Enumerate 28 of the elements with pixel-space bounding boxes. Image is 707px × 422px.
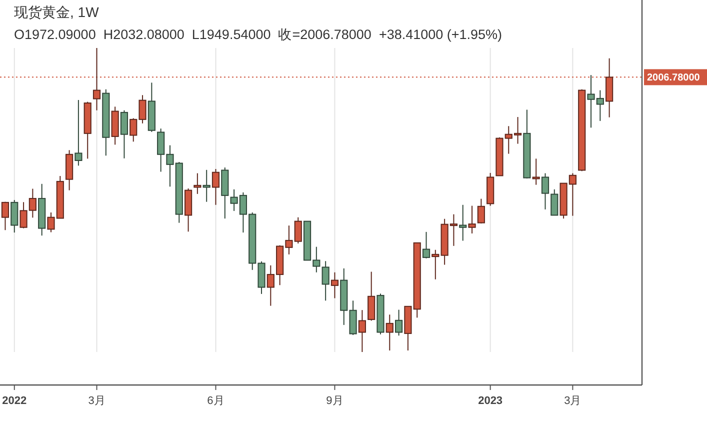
candlestick (194, 172, 202, 194)
x-tick-label: 9月 (326, 395, 344, 407)
candlestick (395, 309, 403, 336)
x-tick-label: 6月 (207, 395, 224, 407)
candlestick (468, 205, 476, 234)
candlestick (322, 260, 330, 302)
candlestick (358, 310, 366, 352)
candlestick (10, 200, 18, 234)
x-tick-label: 3月 (88, 395, 106, 407)
x-tick-label: 2022 (2, 395, 27, 407)
candlestick (368, 271, 376, 322)
x-tick-label: 3月 (564, 395, 582, 407)
chart-title: 现货黄金, 1W (14, 4, 100, 20)
candlestick (422, 231, 430, 259)
candlestick (532, 158, 540, 186)
chart-subtitle: O1972.09000 H2032.08000 L1949.54000 收=2006.78000 +38.41000 (+1.95%) (14, 27, 502, 42)
candlestick (202, 169, 210, 202)
candlestick (120, 110, 128, 159)
candlestick (212, 168, 220, 206)
candlestick (1, 201, 10, 231)
candlestick (330, 272, 339, 299)
candlestick (74, 99, 82, 166)
candlestick (386, 314, 394, 351)
candlestick (459, 204, 467, 242)
text: 2006.78000 (647, 72, 700, 84)
x-tick-label: 2023 (478, 395, 503, 407)
candlestick (477, 198, 485, 224)
candlestick (432, 249, 440, 280)
